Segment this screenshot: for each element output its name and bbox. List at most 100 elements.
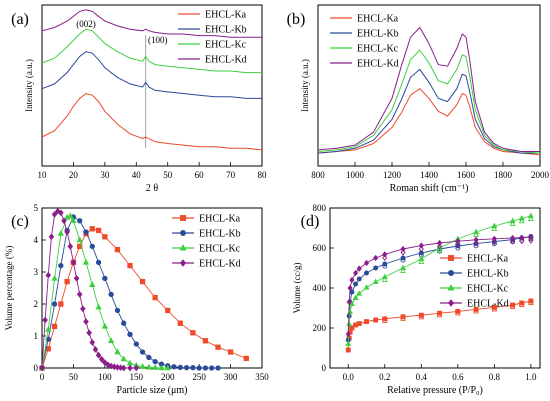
data-point xyxy=(356,290,363,296)
y-tick-label: 400 xyxy=(313,283,327,293)
legend-label: EHCL-Ka xyxy=(199,214,241,225)
x-axis-label: Particle size (μm) xyxy=(117,385,188,396)
data-point xyxy=(382,263,388,269)
x-tick-label: 200 xyxy=(161,372,175,382)
data-point xyxy=(510,234,516,242)
data-point xyxy=(381,276,388,282)
data-point xyxy=(120,355,127,362)
plot-frame xyxy=(329,207,541,369)
data-point xyxy=(190,330,196,336)
data-point xyxy=(418,314,424,320)
x-tick-label: 300 xyxy=(224,372,238,382)
data-point xyxy=(382,254,388,261)
data-point xyxy=(164,364,171,371)
data-point xyxy=(400,245,406,253)
legend-marker xyxy=(448,270,454,276)
data-point xyxy=(349,276,355,284)
data-point xyxy=(372,278,379,285)
x-tick-label: 1600 xyxy=(457,170,476,180)
x-tick-label: 2000 xyxy=(531,170,550,180)
x-axis-label: Relative pressure (P/P₀) xyxy=(387,385,483,396)
series-line-ehcl-kb xyxy=(41,51,262,99)
data-point xyxy=(95,351,102,359)
data-point xyxy=(152,294,158,301)
data-point xyxy=(363,259,370,267)
data-point xyxy=(58,301,64,307)
data-point xyxy=(45,326,52,332)
data-point xyxy=(82,258,90,265)
legend-marker xyxy=(180,215,186,221)
panel-label: (d) xyxy=(301,213,320,230)
legend-label: EHCL-Kd xyxy=(467,299,509,310)
data-point xyxy=(202,365,209,371)
data-point xyxy=(57,230,65,236)
data-point xyxy=(145,363,153,370)
data-point xyxy=(352,269,359,277)
data-point xyxy=(139,349,146,355)
data-point xyxy=(346,320,353,327)
data-point xyxy=(107,337,115,344)
x-tick-label: 0.0 xyxy=(343,372,355,382)
legend: EHCL-Ka EHCL-Kb EHCL-Kc EHCL-Kd xyxy=(440,254,509,310)
series-line-ehcl-kd xyxy=(41,9,262,38)
series-line-ehcl-ka xyxy=(317,88,541,156)
data-point xyxy=(127,364,133,372)
legend-label: EHCL-Kd xyxy=(205,55,247,66)
data-point xyxy=(348,300,355,307)
x-tick-label: 50 xyxy=(69,372,79,382)
data-point xyxy=(76,236,83,243)
y-tick-label: 3 xyxy=(34,267,39,277)
data-point xyxy=(89,243,95,250)
data-point xyxy=(171,364,177,370)
data-point xyxy=(400,267,407,273)
legend-label: EHCL-Ka xyxy=(467,254,509,265)
data-point xyxy=(114,348,121,355)
data-point xyxy=(345,347,351,353)
data-point xyxy=(473,243,479,249)
data-point xyxy=(95,303,102,310)
x-tick-label: 0 xyxy=(40,372,45,382)
data-point xyxy=(400,257,406,263)
data-point xyxy=(146,354,152,361)
data-point xyxy=(177,364,183,371)
data-point xyxy=(127,331,133,338)
legend-marker xyxy=(447,299,455,307)
data-point xyxy=(64,278,70,285)
panel-3: (c) 0 50 100 150 200 250 300 350 0 1 2 3 4 5 Particle s… xyxy=(4,203,269,396)
data-point xyxy=(518,217,525,224)
data-point xyxy=(51,301,58,307)
data-point xyxy=(473,231,480,237)
data-point xyxy=(64,228,70,236)
y-axis-label: Volume (cc/g) xyxy=(292,262,302,313)
y-tick-label: 600 xyxy=(313,243,327,253)
data-point xyxy=(510,238,516,245)
legend-marker xyxy=(179,244,187,251)
data-point xyxy=(519,302,525,308)
data-point xyxy=(108,291,114,298)
data-point xyxy=(356,265,362,272)
data-point xyxy=(89,281,96,288)
x-tick-label: 40 xyxy=(132,170,142,180)
legend-marker xyxy=(179,259,187,267)
data-point xyxy=(202,338,209,344)
data-point xyxy=(51,274,58,281)
y-tick-label: 1 xyxy=(34,331,39,341)
data-point xyxy=(114,307,121,314)
data-point xyxy=(346,298,352,306)
data-point xyxy=(67,212,74,219)
series-line-ehcl-ka xyxy=(41,92,263,151)
x-tick-label: 20 xyxy=(69,170,79,180)
data-point xyxy=(83,229,89,235)
data-point xyxy=(418,258,425,264)
x-tick-label: 80 xyxy=(258,170,268,180)
data-point xyxy=(42,316,48,324)
x-tick-label: 10 xyxy=(38,170,48,180)
legend-label: EHCL-Kb xyxy=(199,229,241,240)
legend-label: EHCL-Kd xyxy=(199,259,241,270)
data-point xyxy=(45,271,52,279)
y-tick-label: 200 xyxy=(313,323,327,333)
data-point xyxy=(227,349,234,355)
data-point xyxy=(190,365,196,371)
legend-marker xyxy=(448,255,454,261)
data-point xyxy=(455,238,461,245)
